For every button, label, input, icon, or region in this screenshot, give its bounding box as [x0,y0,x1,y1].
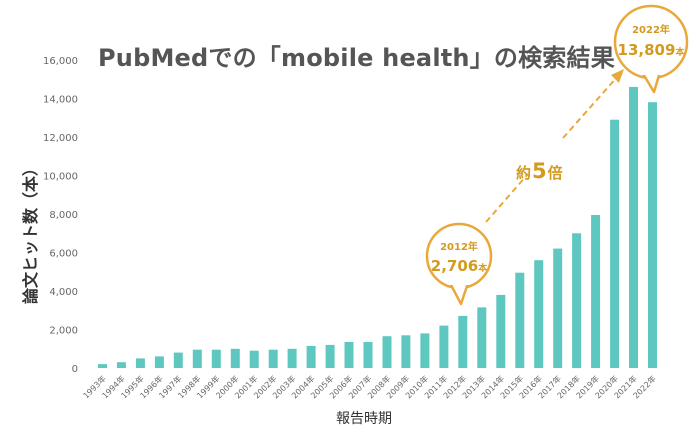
bar [98,364,107,368]
arrow-head [611,69,624,83]
bar [629,86,638,369]
y-tick-label: 14,000 [43,95,78,106]
callout-2022: 2022年 13,809本 [613,4,689,94]
bar [135,358,145,368]
y-tick-label: 4,000 [49,287,78,298]
y-tick-label: 16,000 [43,56,78,67]
growth-arrow-lower [485,173,529,223]
bar [572,233,582,369]
multiplier-label: 約5倍 [516,159,563,183]
x-axis-label: 報告時期 [336,411,392,427]
bar [553,248,563,368]
y-tick-label: 6,000 [49,249,78,260]
y-tick-label: 12,000 [43,133,78,144]
bar [230,348,240,369]
bar [591,215,601,368]
bar [116,362,126,368]
bar [344,342,354,368]
bar [420,333,430,368]
bar [534,260,544,368]
bar [648,102,657,368]
bar [515,272,525,368]
y-axis-ticks: 0 2,000 4,000 6,000 8,000 10,000 12,000 14,000 1… [43,56,78,375]
bar [363,342,373,368]
bar [287,348,297,369]
bar [249,350,259,368]
chart-title: PubMedでの「mobile health」の検索結果 [98,44,615,72]
bar [325,344,335,368]
bar-series [98,86,657,369]
bar [268,349,278,368]
callout-2012-year: 2012年 [440,240,478,253]
bar [458,315,468,368]
y-tick-label: 2,000 [49,326,78,337]
bar [477,307,487,368]
callout-2012: 2012年 2,706本 [425,222,493,306]
bar [401,335,411,368]
y-tick-label: 10,000 [43,172,78,183]
bar [306,345,316,368]
bar [610,119,620,368]
bar [154,356,164,368]
bar [211,349,221,368]
y-tick-label: 0 [72,364,78,375]
growth-arrow-upper [562,75,619,139]
bar [496,294,506,368]
bar [382,336,392,368]
callout-2022-value: 13,809本 [618,41,686,59]
x-axis-ticks: 1993年1994年1995年1996年1997年1998年1999年2000年… [81,373,658,400]
bar [439,325,449,368]
y-tick-label: 8,000 [49,210,78,221]
bar [192,349,202,368]
bar [173,352,183,368]
callout-2012-value: 2,706本 [431,257,488,275]
callout-2022-year: 2022年 [632,23,670,36]
